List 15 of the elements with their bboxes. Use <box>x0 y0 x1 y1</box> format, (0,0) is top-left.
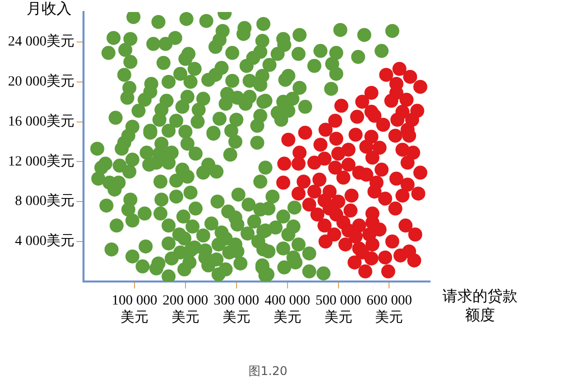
caption: 图1.20 <box>248 364 288 378</box>
y-axis-title: 月收入 <box>26 0 72 18</box>
x-tick-label: 400 000 美元 <box>264 293 310 326</box>
y-tick-label: 24 000美元 <box>8 34 74 50</box>
x-tick-label: 600 000 美元 <box>366 293 412 326</box>
x-axis-title: 请求的贷款额度 <box>442 288 518 324</box>
x-tick-label: 100 000 美元 <box>112 293 158 326</box>
y-tick-label: 4 000美元 <box>15 233 74 250</box>
y-tick-label: 20 000美元 <box>8 74 74 90</box>
y-tick-label: 8 000美元 <box>15 193 74 210</box>
x-tick-label: 200 000 美元 <box>162 293 208 326</box>
y-tick-label: 12 000美元 <box>8 153 74 170</box>
x-tick-label: 300 000 美元 <box>214 293 260 326</box>
y-tick-label: 16 000美元 <box>8 113 74 130</box>
x-tick-label: 500 000 美元 <box>316 293 362 326</box>
